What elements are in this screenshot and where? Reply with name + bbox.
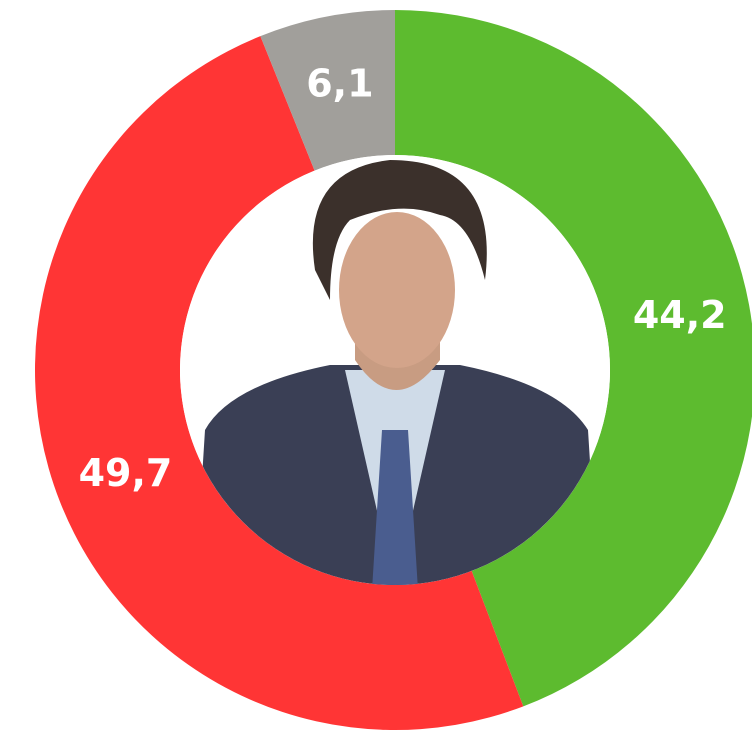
value-label: 6,1 bbox=[306, 61, 373, 105]
face bbox=[339, 212, 455, 368]
value-label: 44,2 bbox=[633, 293, 727, 337]
value-label: 49,7 bbox=[79, 451, 173, 495]
page: {"chart_data": {"type": "pie", "donut": … bbox=[0, 0, 752, 731]
chart: 44,2 49,7 6,1 bbox=[0, 0, 752, 731]
